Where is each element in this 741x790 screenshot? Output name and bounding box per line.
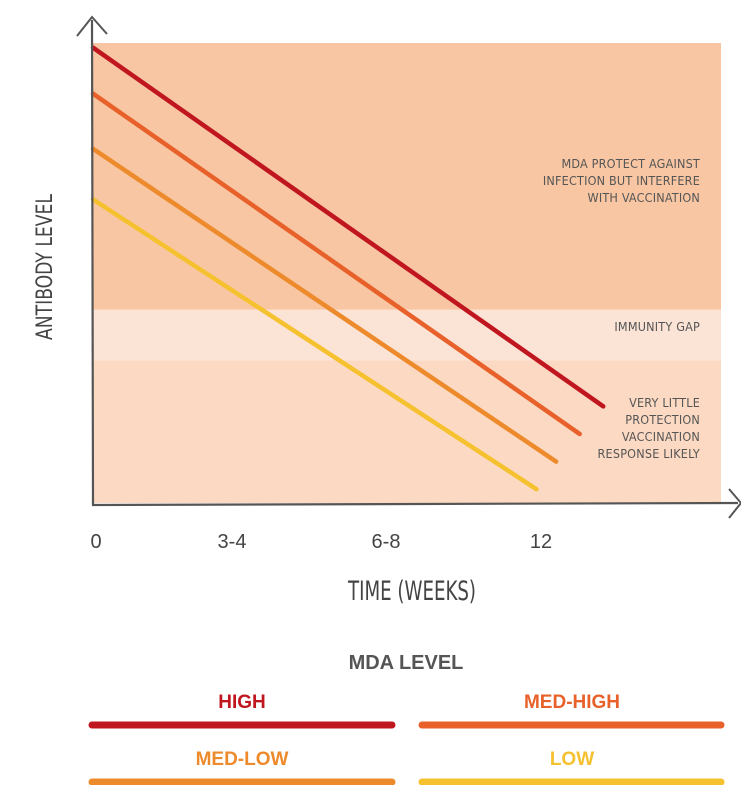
region-label-little-protection: VACCINATION bbox=[622, 429, 700, 444]
region-labels: MDA PROTECT AGAINST INFECTION BUT INTERFE… bbox=[543, 156, 700, 461]
region-little-protection bbox=[93, 360, 721, 503]
region-label-mda-protect: INFECTION BUT INTERFERE bbox=[543, 173, 700, 188]
series-line-high bbox=[90, 45, 606, 409]
axes bbox=[76, 15, 741, 519]
legend-title: MDA LEVEL bbox=[349, 652, 464, 674]
region-label-mda-protect: MDA PROTECT AGAINST bbox=[561, 156, 700, 171]
x-tick-label: 3-4 bbox=[218, 531, 247, 553]
legend-label-low: LOW bbox=[550, 749, 594, 770]
legend-label-med-low: MED-LOW bbox=[196, 749, 289, 770]
legend-label-high: HIGH bbox=[218, 692, 266, 713]
x-axis bbox=[91, 501, 739, 507]
legend-label-med-high: MED-HIGH bbox=[524, 692, 620, 713]
region-label-little-protection: VERY LITTLE bbox=[629, 395, 700, 410]
region-label-immunity-gap: IMMUNITY GAP bbox=[614, 319, 700, 334]
legend: HIGH MED-HIGH MED-LOW LOW bbox=[88, 692, 725, 786]
x-tick-label: 12 bbox=[530, 531, 552, 553]
series-lines bbox=[90, 45, 606, 492]
series-line-low bbox=[90, 197, 539, 492]
x-axis-arrow bbox=[728, 488, 741, 519]
series-line-med-high bbox=[90, 91, 582, 437]
series-line-med-low bbox=[90, 146, 559, 464]
x-tick-labels: 0 3-4 6-8 12 bbox=[90, 531, 552, 553]
x-tick-label: 0 bbox=[90, 531, 101, 553]
x-axis-title: TIME (WEEKS) bbox=[347, 576, 476, 607]
region-label-little-protection: PROTECTION bbox=[625, 412, 700, 427]
y-axis-title: ANTIBODY LEVEL bbox=[33, 194, 58, 340]
region-immunity-gap bbox=[93, 309, 721, 361]
x-tick-label: 6-8 bbox=[372, 531, 401, 553]
y-axis bbox=[90, 19, 95, 506]
region-label-little-protection: RESPONSE LIKELY bbox=[598, 446, 700, 461]
region-label-mda-protect: WITH VACCINATION bbox=[588, 190, 701, 205]
y-axis-arrow bbox=[76, 15, 108, 37]
